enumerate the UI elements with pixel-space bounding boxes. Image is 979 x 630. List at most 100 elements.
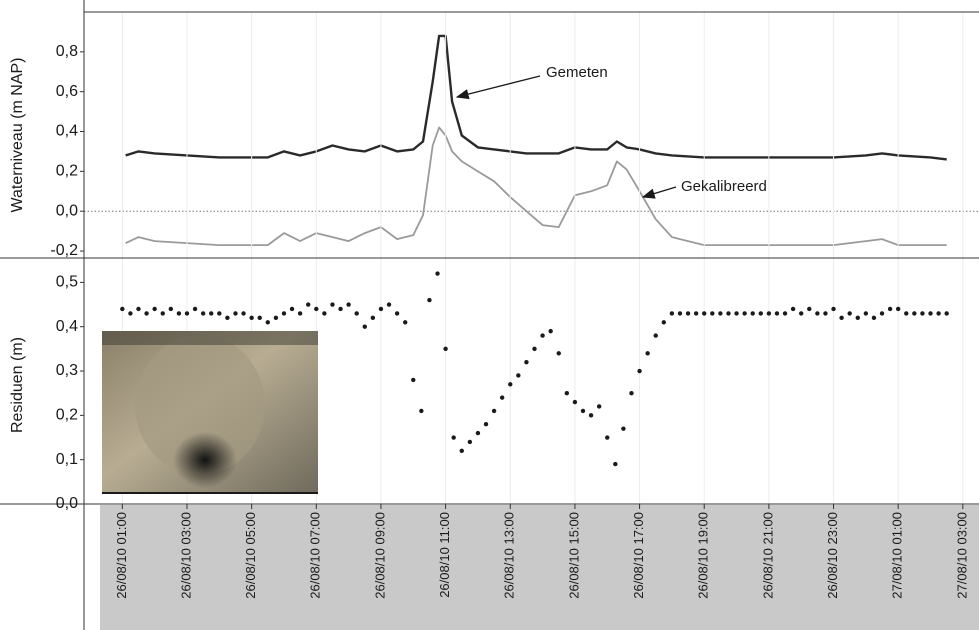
residual-point <box>782 311 788 316</box>
residual-point <box>475 430 481 436</box>
residual-point <box>499 395 505 400</box>
residual-point <box>669 311 675 316</box>
residual-point <box>144 311 149 316</box>
residual-point <box>613 461 618 467</box>
residual-point <box>936 311 941 316</box>
x-tick-label: 26/08/10 19:00 <box>696 512 711 599</box>
y-tick-label: 0,2 <box>56 163 78 180</box>
residual-point <box>209 311 214 316</box>
x-tick-label: 26/08/10 01:00 <box>114 512 129 599</box>
residual-point <box>726 311 731 316</box>
residual-point <box>831 306 836 312</box>
residual-point <box>912 311 917 316</box>
residual-point <box>217 311 222 316</box>
residual-point <box>483 422 489 427</box>
residual-point <box>653 333 658 338</box>
y-tick-label: 0,1 <box>56 451 78 468</box>
residual-point <box>136 306 141 312</box>
annotation: Gekalibreerd <box>681 178 767 195</box>
residual-point <box>467 439 473 445</box>
residual-point <box>491 408 497 414</box>
y-axis-title: Waterniveau (m NAP) <box>9 58 26 213</box>
residual-point <box>944 311 949 316</box>
x-tick-label: 26/08/10 09:00 <box>372 512 387 599</box>
residual-point <box>774 311 780 316</box>
y-tick-label: 0,4 <box>56 123 78 140</box>
residual-point <box>257 315 262 321</box>
photo-hole <box>173 432 237 488</box>
y-tick-label: 0,4 <box>56 318 78 335</box>
residual-point <box>710 311 715 316</box>
residual-point <box>863 311 869 316</box>
residual-point <box>564 390 570 396</box>
residual-point <box>249 315 254 321</box>
residual-point <box>702 311 707 316</box>
residual-point <box>588 413 594 418</box>
residual-point <box>645 351 650 356</box>
residual-point <box>661 320 667 325</box>
y-tick-label: 0,0 <box>56 495 78 512</box>
residual-point <box>847 311 852 316</box>
residual-point <box>685 311 691 316</box>
residual-point <box>855 315 860 321</box>
x-tick-label: 27/08/10 01:00 <box>890 512 905 599</box>
residual-point <box>790 306 796 312</box>
residual-point <box>168 306 174 312</box>
x-tick-label: 27/08/10 03:00 <box>954 512 969 599</box>
residual-point <box>225 315 230 321</box>
x-tick-label: 26/08/10 03:00 <box>178 512 193 599</box>
residual-point <box>637 368 642 374</box>
x-tick-label: 26/08/10 05:00 <box>243 512 258 599</box>
residual-point <box>346 302 351 307</box>
residual-point <box>895 306 901 312</box>
residual-point <box>459 448 464 454</box>
residual-point <box>322 311 327 316</box>
residual-point <box>524 359 529 365</box>
residual-point <box>378 306 384 312</box>
residual-point <box>451 435 456 440</box>
residual-point <box>354 311 359 316</box>
residual-point <box>605 435 610 440</box>
x-tick-label: 26/08/10 15:00 <box>566 512 581 599</box>
series-line <box>125 126 947 246</box>
residual-point <box>394 311 400 316</box>
residual-point <box>128 311 133 316</box>
residual-point <box>427 297 432 303</box>
residual-point <box>823 311 828 316</box>
residual-point <box>330 302 335 307</box>
residual-point <box>718 311 723 316</box>
residual-point <box>443 346 448 352</box>
residual-point <box>766 311 772 316</box>
residual-point <box>596 404 602 409</box>
residual-point <box>904 311 909 316</box>
residual-point <box>572 399 578 405</box>
residual-point <box>297 311 303 316</box>
residual-point <box>516 373 521 378</box>
residual-point <box>758 311 763 316</box>
residual-point <box>281 311 287 316</box>
y-tick-label: -0,2 <box>50 242 78 259</box>
residual-point <box>152 306 157 312</box>
y-tick-label: 0,2 <box>56 407 78 424</box>
residual-point <box>192 306 198 312</box>
residual-point <box>750 311 755 316</box>
residual-point <box>742 311 747 316</box>
series-line <box>125 34 947 161</box>
residual-point <box>289 306 295 312</box>
residual-point <box>548 328 553 334</box>
residual-point <box>184 311 190 316</box>
residual-point <box>306 302 311 307</box>
photo-pipe <box>135 335 265 475</box>
residual-point <box>370 315 376 321</box>
annotation-arrow <box>641 186 677 199</box>
residual-point <box>265 320 270 325</box>
annotation: Gemeten <box>546 64 608 81</box>
residual-point <box>200 311 206 316</box>
residual-point <box>532 346 537 352</box>
residual-point <box>314 306 319 312</box>
residual-point <box>386 302 392 307</box>
residual-point <box>928 311 933 316</box>
residual-point <box>920 311 925 316</box>
